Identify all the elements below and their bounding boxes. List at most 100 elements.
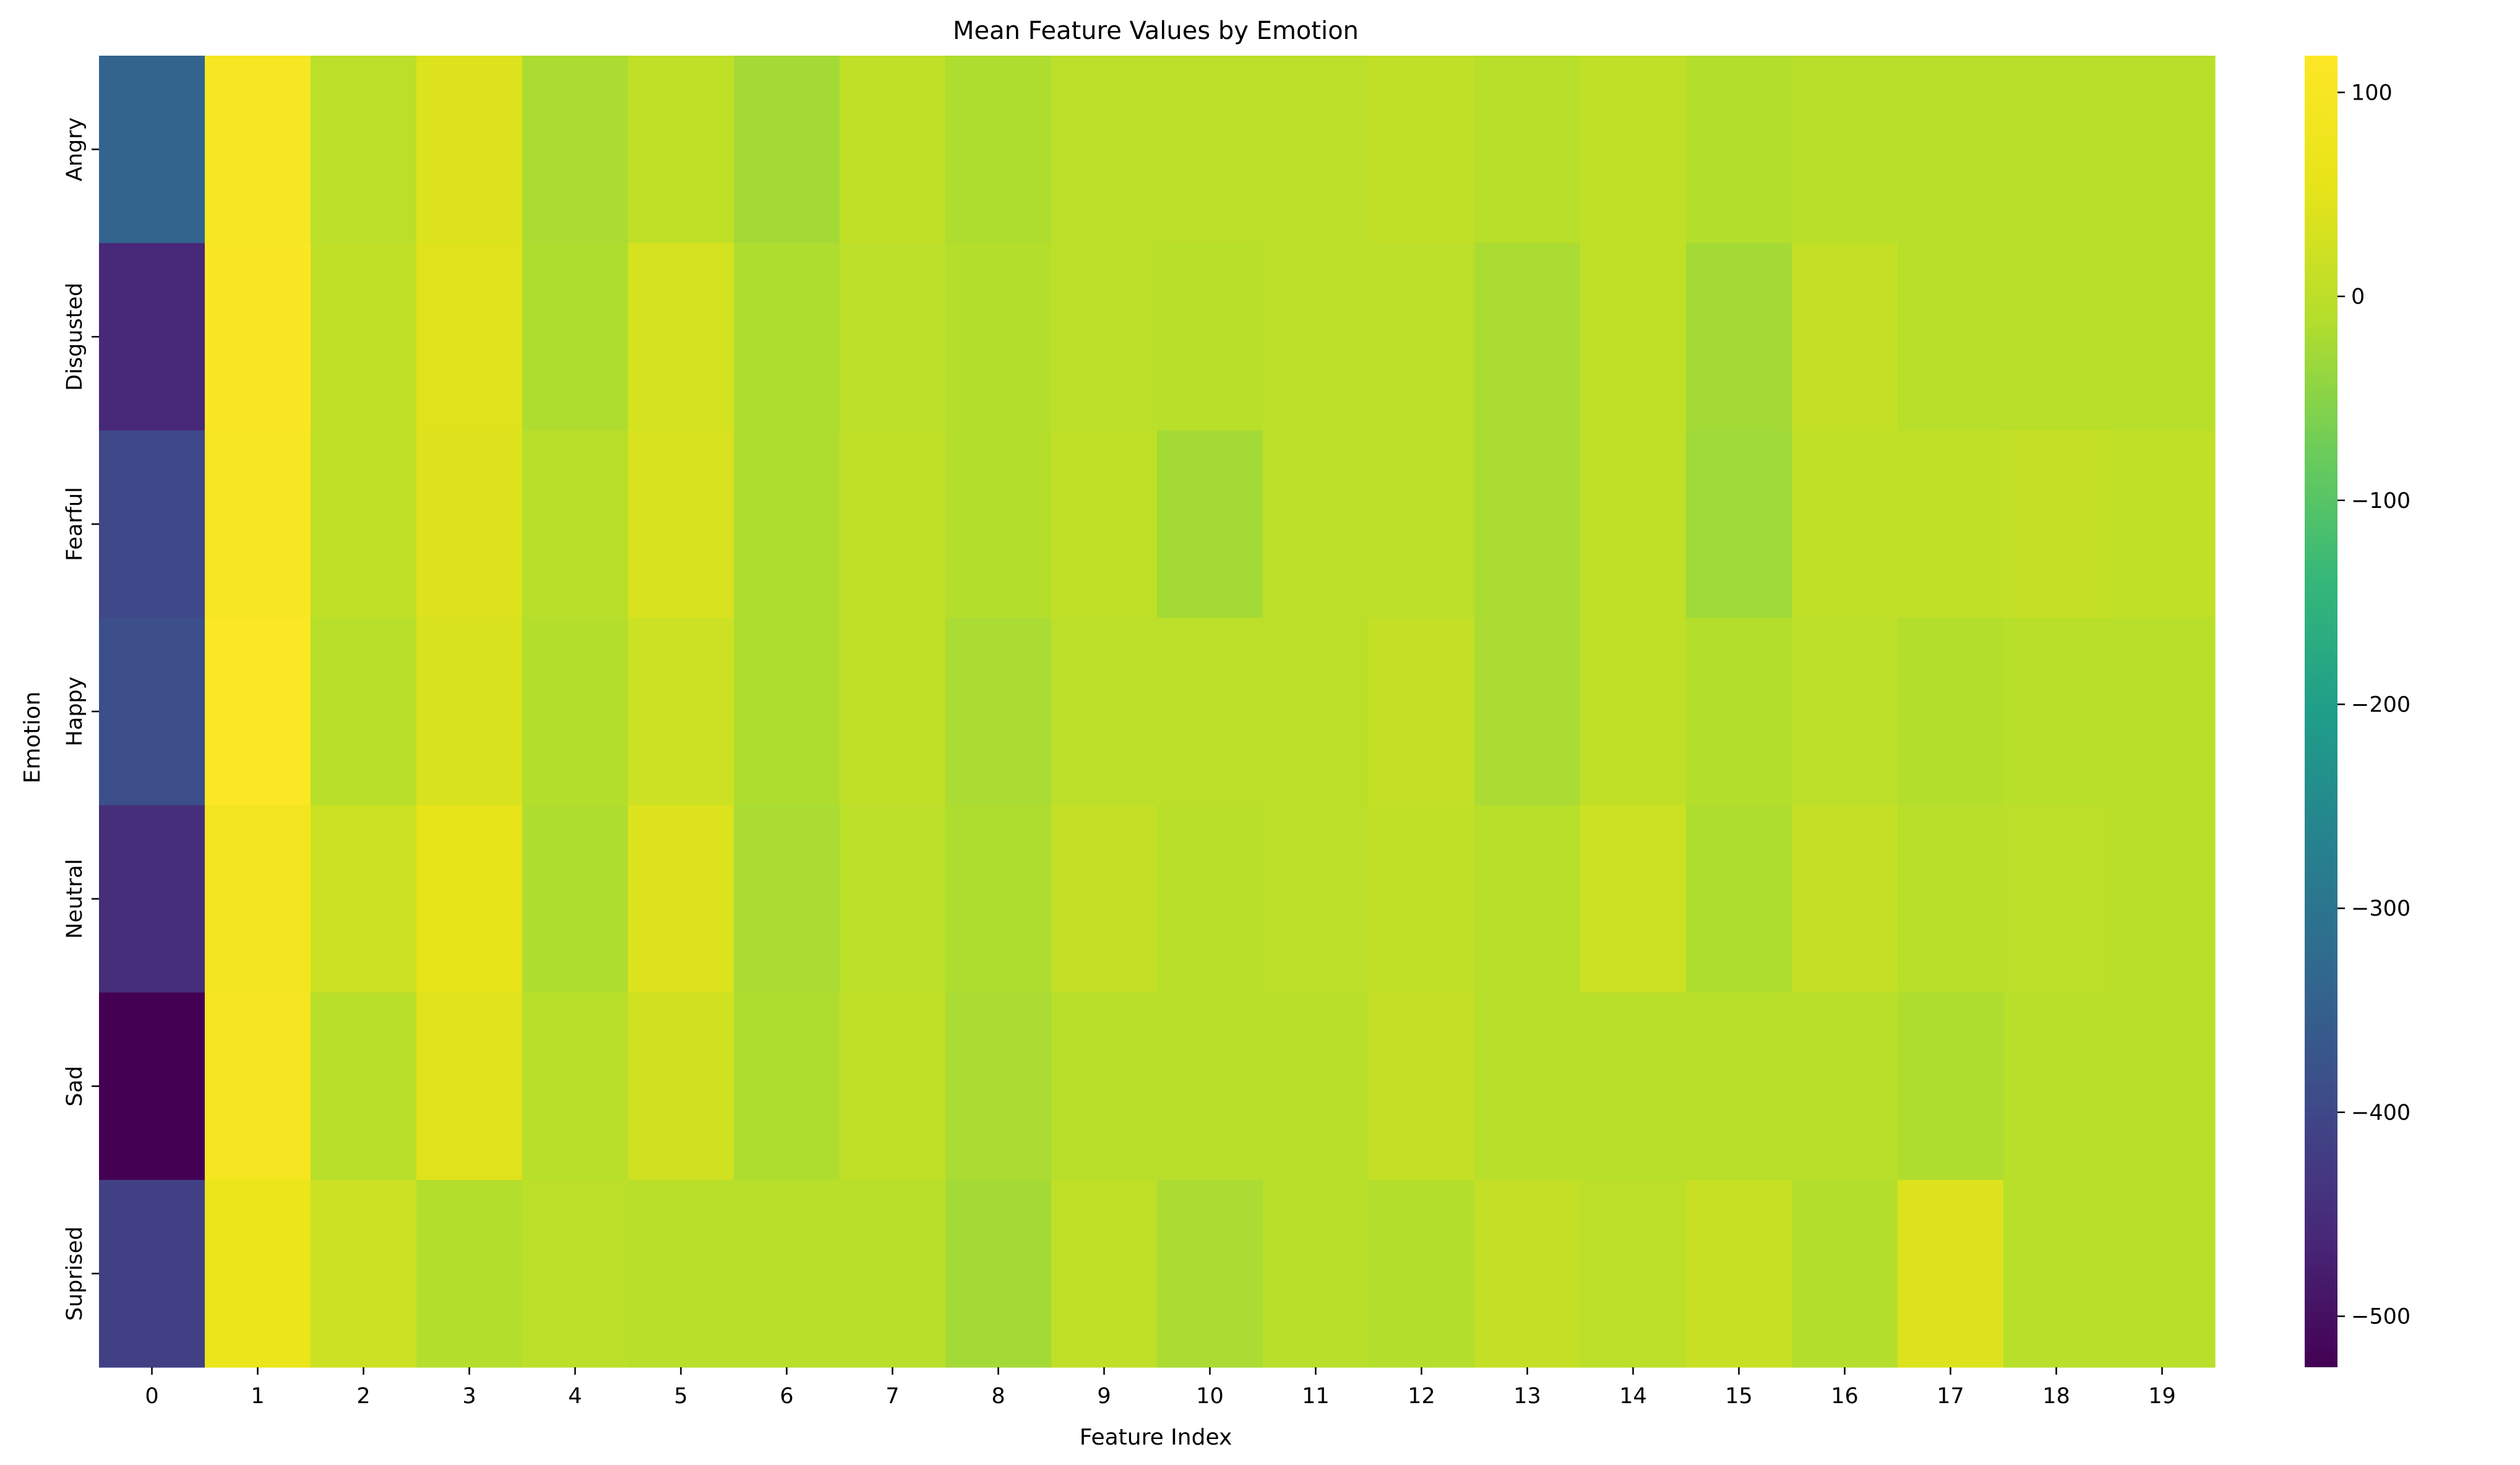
heatmap-cell bbox=[945, 56, 1052, 244]
x-tick-label: 9 bbox=[1097, 1384, 1111, 1409]
x-tick-label: 0 bbox=[145, 1384, 158, 1409]
heatmap-cell bbox=[99, 805, 205, 993]
heatmap-cell bbox=[840, 430, 946, 619]
heatmap-cell bbox=[2003, 617, 2110, 806]
heatmap-cell bbox=[1157, 56, 1263, 244]
heatmap-cell bbox=[1686, 243, 1792, 431]
heatmap-cell bbox=[2109, 1180, 2216, 1368]
heatmap-cell bbox=[840, 617, 946, 806]
heatmap-cell bbox=[945, 617, 1052, 806]
x-tick-label: 1 bbox=[251, 1384, 264, 1409]
heatmap-cell bbox=[311, 430, 417, 619]
heatmap-cell bbox=[734, 617, 840, 806]
heatmap-cell bbox=[1051, 243, 1158, 431]
heatmap-cell bbox=[628, 430, 734, 619]
heatmap-cell bbox=[1792, 805, 1898, 993]
heatmap-cell bbox=[205, 992, 311, 1180]
heatmap-cell bbox=[1686, 617, 1792, 806]
x-tick-label: 10 bbox=[1196, 1384, 1224, 1409]
heatmap-cell bbox=[734, 243, 840, 431]
heatmap-cell bbox=[99, 243, 205, 431]
x-tick-label: 18 bbox=[2042, 1384, 2070, 1409]
heatmap-cell bbox=[522, 1180, 629, 1368]
colorbar-tick-label: −500 bbox=[2351, 1305, 2410, 1330]
heatmap-cell bbox=[840, 1180, 946, 1368]
heatmap-cell bbox=[2003, 992, 2110, 1180]
heatmap-cell bbox=[1263, 1180, 1369, 1368]
heatmap-cell bbox=[1369, 243, 1475, 431]
x-tick-label: 13 bbox=[1513, 1384, 1541, 1409]
heatmap-cell bbox=[416, 805, 523, 993]
heatmap-cell bbox=[1580, 617, 1687, 806]
heatmap-cell bbox=[1474, 617, 1581, 806]
heatmap-cell bbox=[628, 56, 734, 244]
x-tick-label: 15 bbox=[1725, 1384, 1753, 1409]
heatmap-cell bbox=[205, 56, 311, 244]
heatmap-cell bbox=[2109, 617, 2216, 806]
heatmap-cell bbox=[1898, 1180, 2004, 1368]
heatmap-cell bbox=[945, 992, 1052, 1180]
heatmap-cell bbox=[2003, 805, 2110, 993]
chart-title: Mean Feature Values by Emotion bbox=[953, 17, 1359, 45]
colorbar-gradient bbox=[2305, 56, 2337, 1367]
y-tick-label: Sad bbox=[62, 1066, 87, 1107]
heatmap-cell bbox=[1474, 992, 1581, 1180]
heatmap-cell bbox=[734, 805, 840, 993]
heatmap-cell bbox=[1792, 617, 1898, 806]
heatmap-cell bbox=[1474, 243, 1581, 431]
colorbar-tick-label: 0 bbox=[2351, 285, 2365, 309]
x-tick-label: 4 bbox=[568, 1384, 582, 1409]
heatmap-cell bbox=[416, 56, 523, 244]
colorbar-tick-label: −200 bbox=[2351, 692, 2410, 717]
heatmap-cell bbox=[1580, 1180, 1687, 1368]
y-axis-label: Emotion bbox=[20, 692, 45, 784]
y-tick-label: Happy bbox=[62, 677, 87, 747]
x-tick-label: 11 bbox=[1302, 1384, 1330, 1409]
heatmap-cell bbox=[99, 430, 205, 619]
heatmap-cell bbox=[2109, 430, 2216, 619]
heatmap-cell bbox=[1580, 992, 1687, 1180]
heatmap-cell bbox=[311, 805, 417, 993]
colorbar-tick-label: 100 bbox=[2351, 80, 2393, 105]
heatmap-cell bbox=[2003, 430, 2110, 619]
x-tick-label: 7 bbox=[885, 1384, 899, 1409]
x-tick-label: 8 bbox=[991, 1384, 1005, 1409]
y-axis: Angry Disgusted Fearful Happy Neutral Sad Supr… bbox=[62, 118, 99, 1321]
heatmap-cell bbox=[1580, 430, 1687, 619]
x-tick-label: 5 bbox=[674, 1384, 687, 1409]
heatmap-cell bbox=[1051, 1180, 1158, 1368]
heatmap-cell bbox=[1369, 805, 1475, 993]
heatmap-cell bbox=[2109, 243, 2216, 431]
heatmap-cell bbox=[522, 805, 629, 993]
heatmap-cell bbox=[1157, 430, 1263, 619]
y-tick-label: Disgusted bbox=[62, 283, 87, 391]
heatmap-cell bbox=[1051, 56, 1158, 244]
heatmap-cell bbox=[734, 430, 840, 619]
heatmap-cell bbox=[416, 243, 523, 431]
heatmap-cell bbox=[1792, 430, 1898, 619]
heatmap-cell bbox=[1474, 56, 1581, 244]
colorbar-tick-label: −100 bbox=[2351, 489, 2410, 513]
heatmap-cell bbox=[840, 243, 946, 431]
heatmap-cell bbox=[945, 430, 1052, 619]
heatmap-cell bbox=[1263, 243, 1369, 431]
heatmap-cell bbox=[628, 243, 734, 431]
heatmap-cell bbox=[1686, 1180, 1792, 1368]
heatmap-cell bbox=[1898, 617, 2004, 806]
heatmap-cell bbox=[840, 805, 946, 993]
heatmap-cells bbox=[99, 56, 2216, 1368]
heatmap-cell bbox=[416, 617, 523, 806]
x-tick-label: 12 bbox=[1408, 1384, 1435, 1409]
x-tick-label: 6 bbox=[780, 1384, 793, 1409]
x-tick-label: 16 bbox=[1831, 1384, 1859, 1409]
heatmap-cell bbox=[522, 56, 629, 244]
heatmap-cell bbox=[99, 1180, 205, 1368]
x-tick-label: 19 bbox=[2148, 1384, 2176, 1409]
heatmap-cell bbox=[1792, 1180, 1898, 1368]
heatmap-cell bbox=[1157, 243, 1263, 431]
heatmap-cell bbox=[1157, 1180, 1263, 1368]
heatmap-cell bbox=[205, 1180, 311, 1368]
heatmap-cell bbox=[1157, 805, 1263, 993]
heatmap-cell bbox=[1157, 617, 1263, 806]
heatmap-cell bbox=[416, 992, 523, 1180]
